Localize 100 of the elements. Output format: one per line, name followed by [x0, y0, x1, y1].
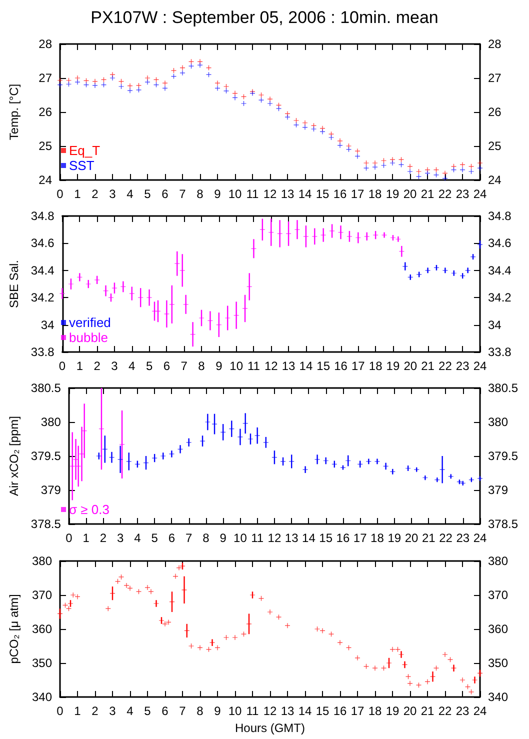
x-tick-label: 11 [247, 359, 260, 373]
x-tick-label: 11 [246, 187, 260, 201]
point [442, 176, 448, 181]
y2-tick-label: 28 [488, 37, 502, 51]
x-tick-label: 9 [216, 359, 223, 373]
y-tick-label: 34.4 [30, 263, 55, 278]
point [302, 120, 308, 126]
point [60, 291, 65, 296]
legend-label: Eq_T [69, 143, 100, 158]
x-tick-label: 6 [162, 187, 169, 201]
x-tick-label: 16 [333, 187, 347, 201]
x-tick-label: 17 [353, 531, 368, 545]
point [268, 101, 272, 106]
point [338, 142, 342, 148]
x-tick-label: 13 [280, 187, 294, 201]
x-tick-label: 18 [368, 187, 382, 201]
point [425, 170, 430, 176]
y-tick-label: 379.5 [30, 449, 62, 463]
x-tick-label: 21 [420, 187, 434, 201]
x-tick-label: 8 [196, 187, 204, 201]
point [468, 169, 474, 174]
x-tick-label: 6 [163, 359, 170, 373]
y-tick-label: 28 [38, 37, 52, 51]
x-tick-label: 1 [74, 187, 82, 201]
point [408, 164, 412, 169]
x-tick-label: 2 [100, 531, 107, 545]
x-tick-label: 1 [82, 531, 90, 545]
x-tick-label: 9 [214, 187, 222, 201]
x-tick-label: 23 [456, 359, 470, 373]
y-tick-label: 34.2 [30, 290, 55, 305]
x-tick-label: 20 [403, 704, 417, 718]
point [215, 80, 220, 86]
x-tick-label: 21 [422, 531, 436, 545]
point [180, 70, 185, 76]
point [118, 84, 124, 89]
x-tick-label: 0 [66, 531, 73, 545]
x-tick-label: 17 [350, 187, 364, 201]
point [171, 68, 176, 74]
y2-tick-label: 34.4 [488, 263, 512, 278]
x-tick-label: 18 [368, 359, 383, 373]
point [355, 154, 360, 159]
x-tick-label: 5 [151, 531, 158, 545]
point [442, 170, 448, 176]
y-tick-label: 24 [38, 173, 52, 187]
y2-tick-label: 34 [488, 318, 502, 332]
legend-label: SST [69, 158, 94, 173]
y2-tick-label: 379 [488, 483, 508, 497]
point [372, 164, 378, 170]
x-tick-label: 10 [228, 187, 242, 201]
x-tick-label: 17 [351, 359, 366, 373]
point [162, 80, 168, 86]
x-tick-label: 19 [388, 531, 402, 545]
point [232, 90, 238, 96]
x-axis-title: Hours (GMT) [235, 720, 305, 735]
x-tick-label: 18 [368, 704, 382, 718]
x-tick-label: 3 [109, 187, 116, 201]
x-tick-label: 24 [473, 704, 487, 718]
y2-tick-label: 34.8 [488, 209, 512, 223]
y-tick-label: 34 [40, 318, 55, 332]
y-tick-label: 34.6 [30, 236, 55, 250]
point [346, 144, 352, 148]
point [162, 86, 168, 91]
y2-tick-label: 27 [488, 71, 502, 85]
y-axis-title: Air xCO₂ [ppm] [7, 416, 21, 496]
point [58, 78, 62, 83]
x-tick-label: 2 [92, 187, 99, 201]
x-tick-label: 10 [234, 531, 248, 545]
x-tick-label: 22 [438, 704, 452, 718]
point [238, 434, 243, 440]
y2-tick-label: 350 [488, 656, 508, 670]
y2-tick-label: 34.2 [488, 290, 512, 305]
y-tick-label: 360 [32, 622, 52, 636]
y-tick-label: 25 [38, 139, 52, 153]
point [460, 162, 465, 168]
x-tick-label: 7 [180, 359, 188, 373]
x-tick-label: 4 [126, 187, 134, 201]
x-tick-label: 9 [214, 704, 222, 718]
y-tick-label: 370 [32, 588, 52, 602]
point [232, 95, 238, 100]
y-tick-label: 27 [38, 71, 52, 85]
x-tick-label: 23 [456, 704, 470, 718]
x-tick-label: 13 [282, 359, 296, 373]
x-tick-label: 16 [333, 704, 347, 718]
x-tick-label: 1 [74, 704, 82, 718]
point [205, 420, 210, 424]
point [320, 129, 325, 134]
x-tick-label: 17 [350, 704, 364, 718]
x-tick-label: 22 [438, 359, 452, 373]
point [241, 101, 246, 106]
point [92, 82, 98, 88]
y2-tick-label: 379.5 [488, 449, 518, 463]
chart-title: PX107W : September 05, 2006 : 10min. mean [90, 8, 438, 27]
x-tick-label: 10 [230, 359, 244, 373]
y2-tick-label: 33.8 [488, 345, 512, 359]
x-tick-label: 23 [456, 531, 470, 545]
x-tick-label: 8 [198, 359, 206, 373]
point [110, 76, 115, 80]
x-tick-label: 15 [316, 704, 330, 718]
point [145, 80, 150, 85]
legend-label: σ ≥ 0.3 [69, 502, 110, 517]
